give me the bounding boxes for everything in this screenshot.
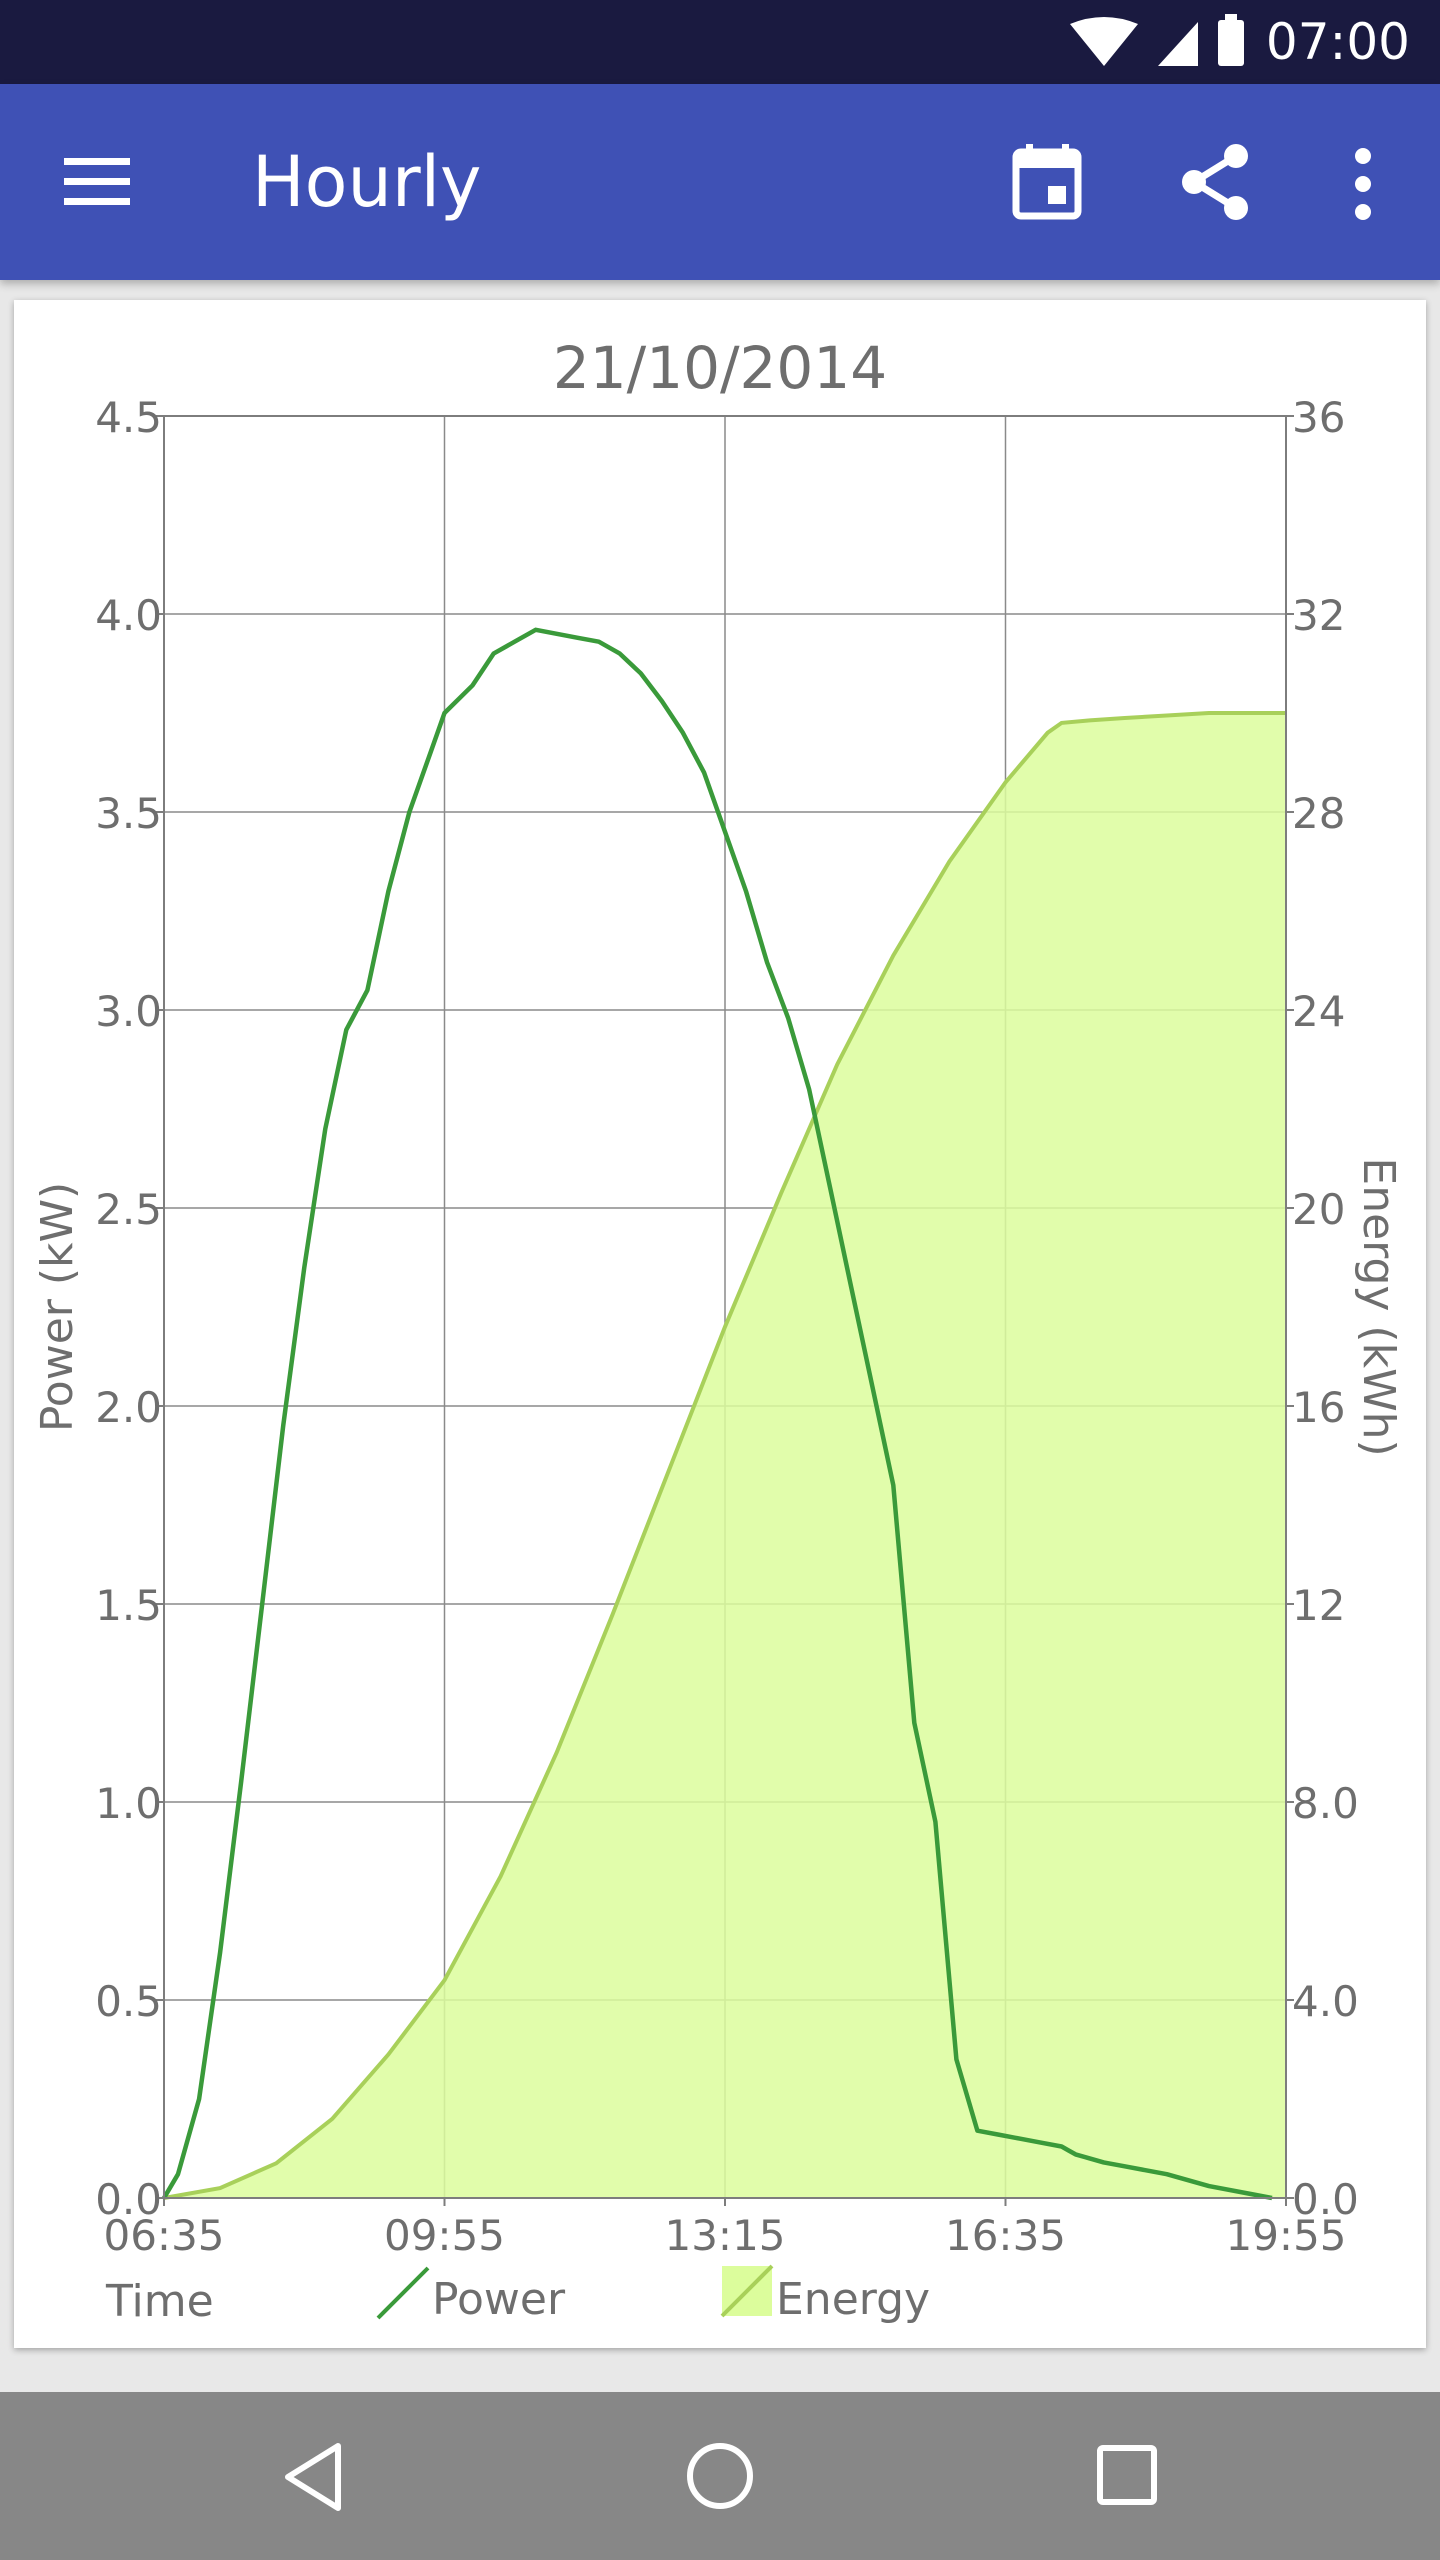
y2-tick-label: 0.0 <box>1292 2175 1359 2224</box>
y-tick-label: 3.5 <box>95 789 162 838</box>
status-bar: 07:00 <box>0 0 1440 84</box>
y-tick-label: 0.0 <box>95 2175 162 2224</box>
y-tick-label: 2.5 <box>95 1185 162 1234</box>
energy-series <box>163 711 1286 2200</box>
signal-icon <box>1158 22 1198 66</box>
energy-line <box>163 711 1286 2200</box>
power-line <box>162 627 1273 2201</box>
status-icons <box>1070 14 1244 66</box>
y2-tick-label: 4.0 <box>1292 1977 1359 2026</box>
legend: Power Energy <box>376 2264 930 2325</box>
x-axis-label: Time <box>105 2276 214 2327</box>
y-tick-label: 4.5 <box>95 393 162 442</box>
back-icon[interactable] <box>282 2442 346 2512</box>
wifi-icon <box>1070 17 1138 66</box>
y-tick-label: 4.0 <box>95 591 162 640</box>
legend-power-swatch <box>376 2266 430 2320</box>
page-title: Hourly <box>252 141 482 223</box>
x-tick-label: 09:55 <box>384 2211 505 2260</box>
y2-tick-label: 24 <box>1292 987 1345 1036</box>
home-icon[interactable] <box>686 2442 754 2510</box>
navigation-bar <box>0 2392 1440 2560</box>
energy-area <box>164 713 1286 2198</box>
y-tick-label: 3.0 <box>95 987 162 1036</box>
y2-tick-label: 12 <box>1292 1581 1345 1630</box>
calendar-icon[interactable] <box>1012 144 1084 220</box>
app-bar: Hourly <box>0 84 1440 280</box>
status-time: 07:00 <box>1265 13 1410 71</box>
y2-tick-label: 8.0 <box>1292 1779 1359 1828</box>
x-tick-label: 06:35 <box>103 2211 224 2260</box>
y2-tick-label: 20 <box>1292 1185 1345 1234</box>
y2-axis-ticks: 0.0 4.0 8.0 12 16 20 24 28 32 36 <box>1286 393 1359 2224</box>
y2-axis-label: Energy (kWh) <box>1353 1157 1404 1456</box>
legend-power-label: Power <box>432 2274 566 2325</box>
x-tick-label: 19:55 <box>1225 2211 1346 2260</box>
chart-title: 21/10/2014 <box>553 334 887 402</box>
x-axis-ticks: 06:35 09:55 13:15 16:35 19:55 <box>103 2198 1347 2260</box>
battery-icon <box>1218 20 1244 66</box>
legend-energy-label: Energy <box>776 2274 930 2325</box>
y2-tick-label: 28 <box>1292 789 1345 838</box>
y-tick-label: 0.5 <box>95 1977 162 2026</box>
y-tick-label: 2.0 <box>95 1383 162 1432</box>
share-icon[interactable] <box>1180 144 1252 220</box>
x-tick-label: 13:15 <box>664 2211 785 2260</box>
chart: 21/10/2014 0.0 0.5 1.0 1.5 2.0 2.5 3.0 3.5 4.0 4.… <box>32 334 1404 2327</box>
more-vert-icon[interactable] <box>1348 146 1378 222</box>
x-tick-label: 16:35 <box>945 2211 1066 2260</box>
y2-tick-label: 32 <box>1292 591 1345 640</box>
y2-tick-label: 16 <box>1292 1383 1345 1432</box>
y2-tick-label: 36 <box>1292 393 1345 442</box>
y-axis-label: Power (kW) <box>32 1182 83 1432</box>
y-tick-label: 1.0 <box>95 1779 162 1828</box>
power-series <box>162 627 1273 2201</box>
recents-icon[interactable] <box>1096 2444 1158 2506</box>
y-axis-ticks: 0.0 0.5 1.0 1.5 2.0 2.5 3.0 3.5 4.0 4.5 <box>95 393 164 2224</box>
y-tick-label: 1.5 <box>95 1581 162 1630</box>
menu-icon[interactable] <box>62 156 134 208</box>
